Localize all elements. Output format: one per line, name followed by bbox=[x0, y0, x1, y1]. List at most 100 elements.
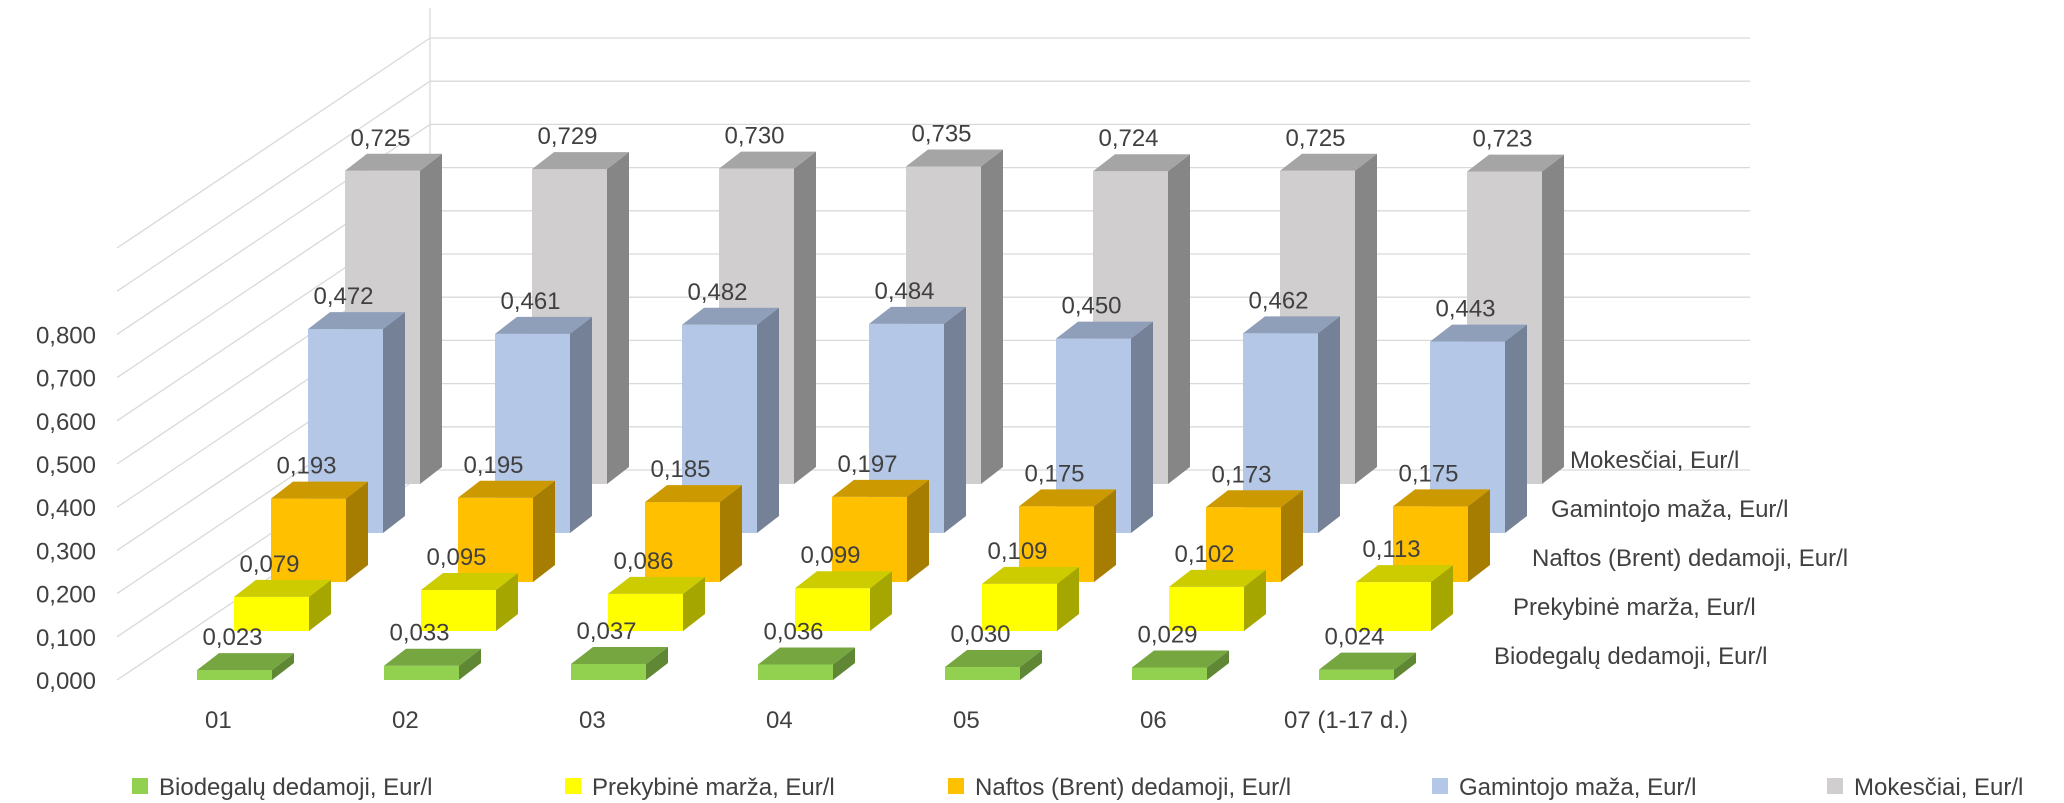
bar-front bbox=[645, 502, 720, 582]
data-label: 0,099 bbox=[800, 542, 860, 569]
bar bbox=[197, 653, 294, 680]
series-axis-label: Prekybinė marža, Eur/l bbox=[1513, 594, 1756, 621]
bar bbox=[982, 566, 1079, 631]
data-label: 0,086 bbox=[613, 548, 673, 575]
data-label: 0,024 bbox=[1324, 624, 1384, 651]
bar bbox=[758, 647, 855, 680]
y-tick-label: 0,100 bbox=[36, 625, 96, 652]
bar-top bbox=[345, 153, 442, 171]
bar-top bbox=[1243, 316, 1340, 334]
bar-front bbox=[832, 496, 907, 582]
x-tick-label: 05 bbox=[953, 707, 980, 734]
bar-front bbox=[982, 583, 1057, 631]
legend-label: Biodegalų dedamoji, Eur/l bbox=[159, 774, 433, 801]
data-label: 0,185 bbox=[650, 456, 710, 483]
bar-top bbox=[1356, 565, 1453, 583]
data-label: 0,173 bbox=[1211, 461, 1271, 488]
bar-side bbox=[1431, 565, 1453, 631]
y-tick-label: 0,500 bbox=[36, 452, 96, 479]
bar-front bbox=[1206, 507, 1281, 582]
bar-front bbox=[271, 498, 346, 582]
bar-side bbox=[1542, 154, 1564, 484]
data-label: 0,462 bbox=[1248, 287, 1308, 314]
bar-top bbox=[234, 579, 331, 597]
bar-side bbox=[1094, 489, 1116, 582]
bar-top bbox=[308, 312, 405, 330]
bar-front bbox=[234, 596, 309, 631]
bar-top bbox=[945, 650, 1042, 668]
bar-top bbox=[1169, 569, 1266, 587]
bar-front bbox=[1132, 667, 1207, 680]
data-label: 0,109 bbox=[987, 538, 1047, 565]
data-label: 0,175 bbox=[1398, 460, 1458, 487]
bar-side bbox=[683, 576, 705, 631]
bar-top bbox=[682, 307, 779, 325]
bar-side bbox=[533, 480, 555, 582]
bar-side bbox=[1131, 321, 1153, 533]
bar-front bbox=[197, 670, 272, 680]
bar-top bbox=[532, 152, 629, 170]
data-label: 0,030 bbox=[950, 621, 1010, 648]
bar-side bbox=[1244, 569, 1266, 631]
data-label: 0,102 bbox=[1174, 541, 1234, 568]
bar-top bbox=[1132, 650, 1229, 668]
data-label: 0,482 bbox=[687, 279, 747, 306]
bar-top bbox=[495, 316, 592, 334]
bar-side bbox=[1505, 324, 1527, 533]
bar bbox=[1206, 490, 1303, 582]
bar-side bbox=[794, 151, 816, 484]
data-label: 0,079 bbox=[239, 551, 299, 578]
bar bbox=[1319, 652, 1416, 680]
bar-front bbox=[384, 665, 459, 680]
bar bbox=[645, 485, 742, 582]
legend: Biodegalų dedamoji, Eur/l Prekybinė marža… bbox=[132, 774, 2023, 801]
data-label: 0,197 bbox=[837, 451, 897, 478]
bar bbox=[945, 650, 1042, 680]
y-tick-label: 0,000 bbox=[36, 668, 96, 695]
data-label: 0,725 bbox=[350, 125, 410, 152]
bar-side bbox=[1057, 566, 1079, 631]
bar-top bbox=[1206, 490, 1303, 508]
bar-side bbox=[496, 572, 518, 631]
bar-side bbox=[459, 648, 481, 680]
bar-side bbox=[383, 312, 405, 533]
series-axis: Biodegalų dedamoji, Eur/l Prekybinė marža… bbox=[1494, 447, 1848, 670]
bar bbox=[458, 480, 555, 582]
bar-side bbox=[570, 316, 592, 533]
data-label: 0,036 bbox=[763, 618, 823, 645]
bar-side bbox=[1468, 489, 1490, 582]
bar-top bbox=[982, 566, 1079, 584]
bar bbox=[421, 572, 518, 631]
bar-side bbox=[1020, 650, 1042, 680]
legend-swatch bbox=[132, 778, 148, 794]
bar-front bbox=[421, 589, 496, 631]
bar-side bbox=[981, 149, 1003, 485]
series-axis-label: Gamintojo maža, Eur/l bbox=[1551, 496, 1788, 523]
legend-swatch bbox=[565, 778, 581, 794]
bar-front bbox=[758, 664, 833, 680]
series-axis-label: Biodegalų dedamoji, Eur/l bbox=[1494, 643, 1768, 670]
bar bbox=[571, 647, 668, 680]
bar-top bbox=[758, 647, 855, 665]
legend-swatch bbox=[1827, 778, 1843, 794]
bar-front bbox=[458, 497, 533, 582]
legend-label: Prekybinė marža, Eur/l bbox=[592, 774, 835, 801]
bar-top bbox=[645, 485, 742, 503]
y-tick-label: 0,300 bbox=[36, 538, 96, 565]
bar-top bbox=[458, 480, 555, 498]
bar-front bbox=[1319, 669, 1394, 680]
bar-side bbox=[272, 653, 294, 680]
data-label: 0,193 bbox=[276, 453, 336, 480]
y-tick-label: 0,600 bbox=[36, 409, 96, 436]
gridline-side bbox=[116, 37, 431, 249]
bar-side bbox=[1281, 490, 1303, 582]
legend-swatch bbox=[948, 778, 964, 794]
bar bbox=[1169, 569, 1266, 631]
bar bbox=[832, 479, 929, 582]
bar bbox=[384, 648, 481, 680]
data-label: 0,461 bbox=[500, 288, 560, 315]
bar-top bbox=[869, 306, 966, 324]
bar bbox=[495, 316, 592, 533]
bar-top bbox=[197, 653, 294, 671]
